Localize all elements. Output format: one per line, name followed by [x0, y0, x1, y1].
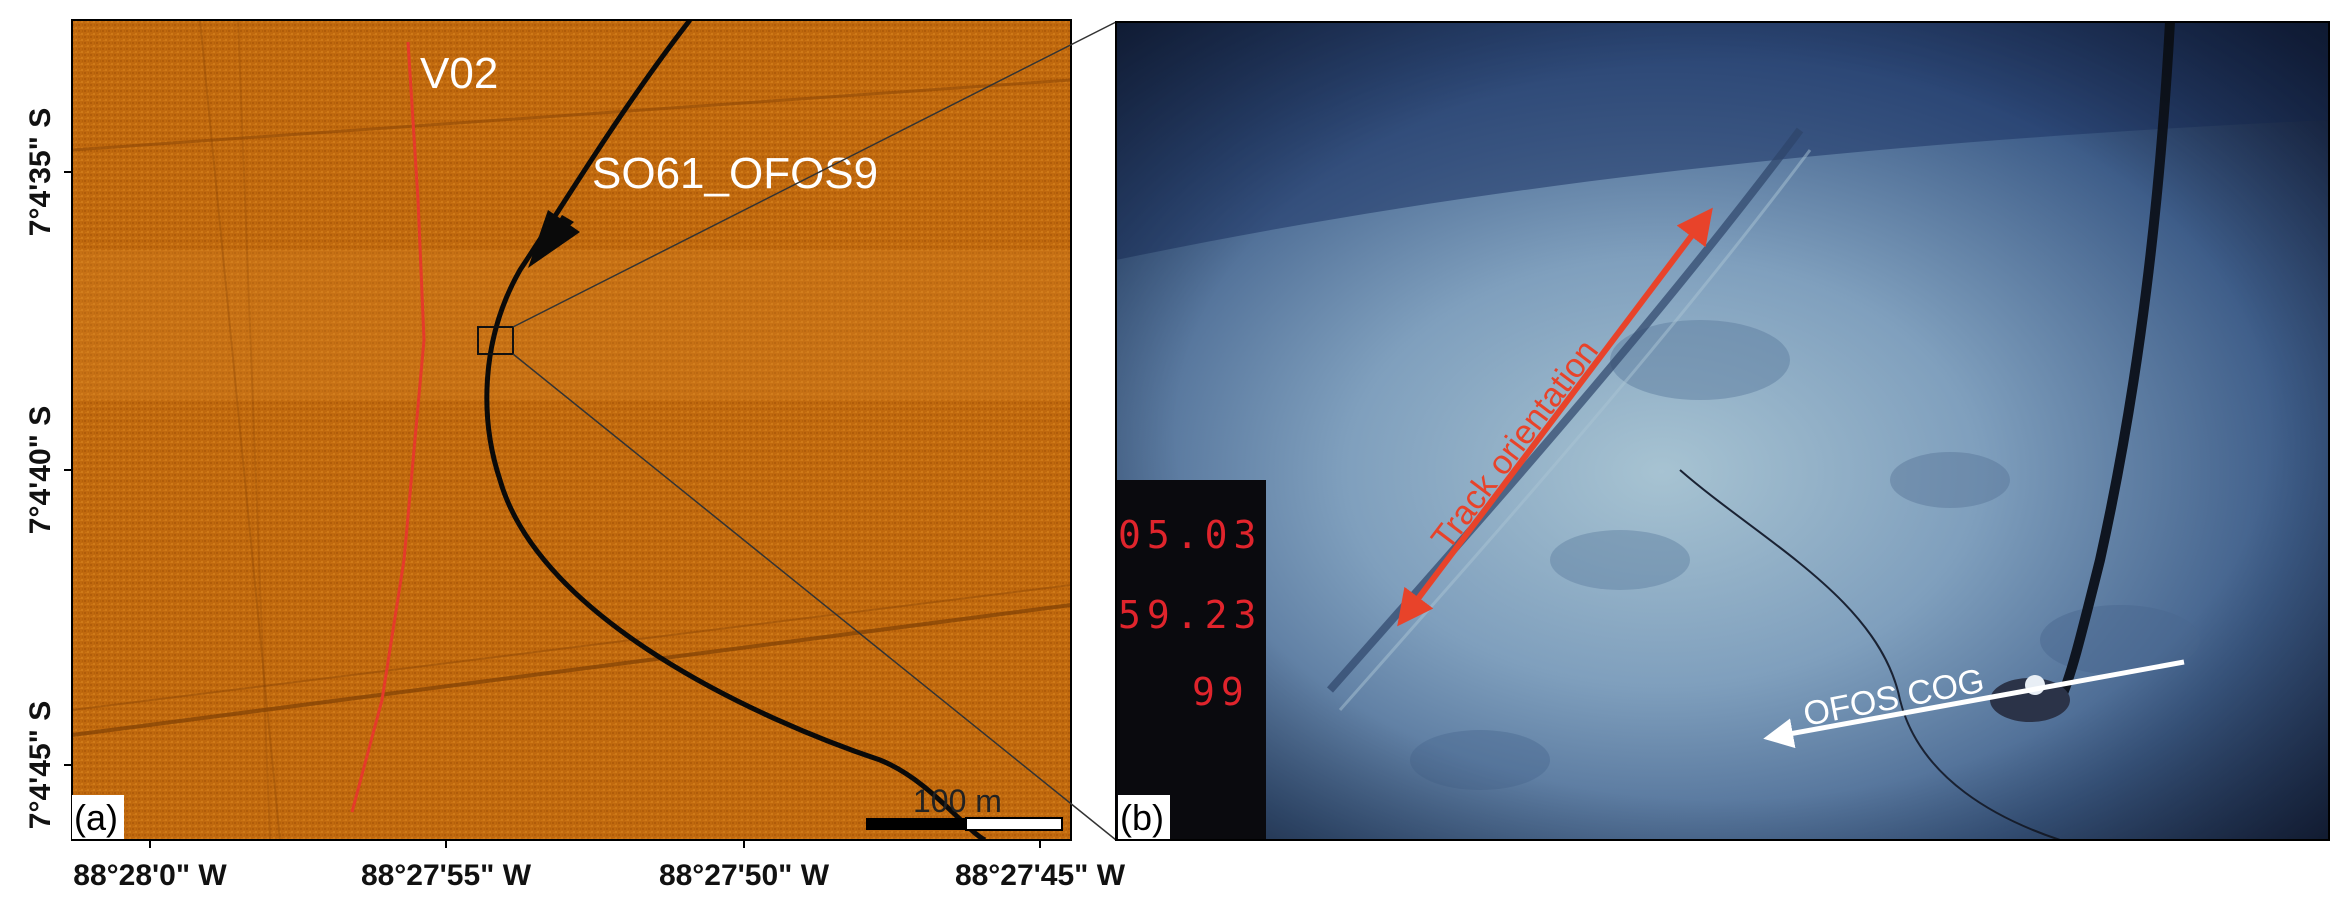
photo-location-box — [477, 326, 514, 355]
scale-bar — [866, 817, 1063, 831]
x-tick-label: 88°27'50" W — [659, 859, 830, 892]
panel-a-label: (a) — [74, 797, 118, 838]
seabed-trace-line — [72, 603, 1071, 737]
scale-bar-label: 100 m — [913, 783, 1002, 819]
y-tick-label: 7°4'35" S — [24, 108, 57, 236]
panel-b-label: (b) — [1120, 797, 1164, 838]
camera-data-overlay: 05.03 59.23 99 — [1116, 480, 1266, 840]
x-tick-label: 88°27'55" W — [361, 859, 532, 892]
sidescan-map-panel: V02 SO61_OFOS9 100 m (a) 7°4'35" S 7°4'4… — [24, 19, 1126, 892]
ofos-track-line — [484, 20, 987, 840]
ofos-track-label: SO61_OFOS9 — [592, 149, 878, 198]
readout-line: 99 — [1192, 670, 1250, 714]
seabed-trace-line — [72, 78, 1071, 152]
readout-line: 59.23 — [1118, 593, 1262, 637]
zoom-connector-line — [512, 21, 1117, 328]
seafloor-photo-panel: 05.03 59.23 99 Track orientation OFOS CO… — [1115, 21, 2330, 841]
ofos-cog-arrow — [1763, 659, 2185, 749]
x-tick-label: 88°28'0" W — [73, 859, 227, 892]
zoom-connector-line — [512, 353, 1117, 841]
sonar-backdrop — [72, 20, 1071, 840]
y-axis: 7°4'35" S 7°4'40" S 7°4'45" S — [24, 108, 72, 829]
track-orientation-arrow — [1397, 207, 1713, 627]
x-axis: 88°28'0" W 88°27'55" W 88°27'50" W 88°27… — [73, 840, 1126, 892]
x-tick-label: 88°27'45" W — [955, 859, 1126, 892]
y-tick-label: 7°4'40" S — [24, 406, 57, 534]
y-tick-label: 7°4'45" S — [24, 701, 57, 829]
survey-line-label: V02 — [420, 49, 498, 98]
survey-line-v02 — [350, 41, 426, 813]
readout-line: 05.03 — [1118, 513, 1262, 557]
